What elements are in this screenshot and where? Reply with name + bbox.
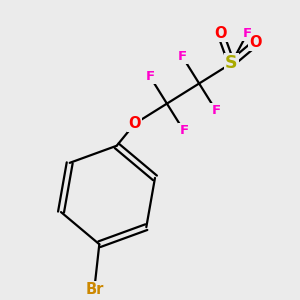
Text: S: S	[225, 54, 238, 72]
Text: F: F	[243, 27, 252, 40]
Text: F: F	[178, 50, 187, 63]
Text: O: O	[128, 116, 141, 131]
Text: F: F	[146, 70, 154, 83]
Text: F: F	[212, 104, 221, 117]
Text: O: O	[214, 26, 227, 41]
Text: F: F	[179, 124, 188, 137]
Text: Br: Br	[85, 282, 103, 297]
Text: O: O	[250, 35, 262, 50]
